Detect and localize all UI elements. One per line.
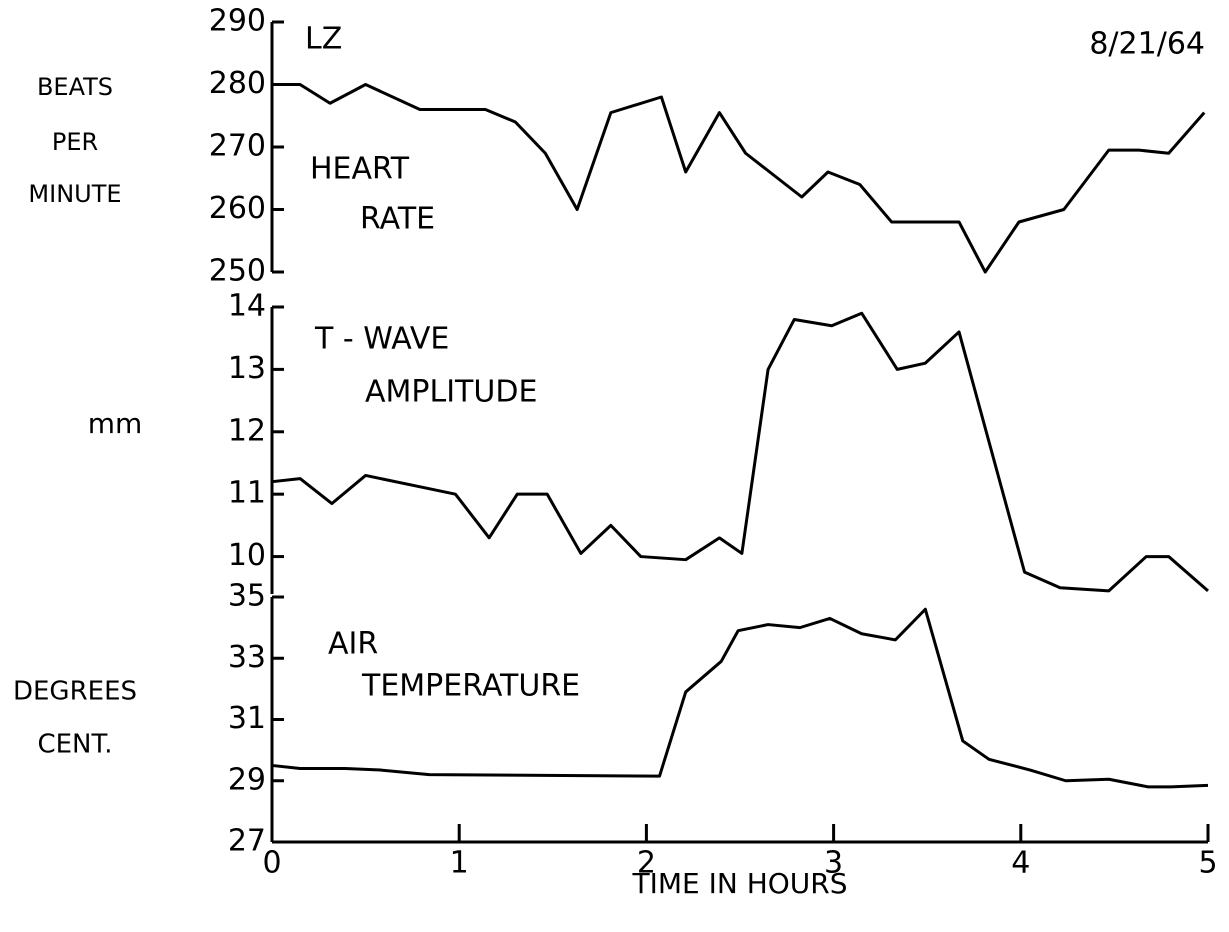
x-tick-label: 2 (637, 846, 656, 881)
annotation: LZ (305, 22, 342, 57)
y-tick-label: 280 (209, 66, 266, 101)
panel-title: AIR (328, 627, 378, 662)
x-tick-label: 1 (450, 846, 469, 881)
panel-title: RATE (360, 202, 435, 237)
x-tick-label: 0 (262, 846, 281, 881)
panel-title: HEART (310, 152, 410, 187)
x-tick-label: 3 (824, 846, 843, 881)
y-tick-label: 270 (209, 129, 266, 164)
data-line (271, 607, 1209, 789)
x-axis-label: TIME IN HOURS (631, 867, 847, 900)
data-line (272, 83, 1206, 274)
y-axis-label: BEATS (37, 73, 113, 101)
panel-title: TEMPERATURE (361, 669, 580, 704)
y-axis-label: DEGREES (13, 677, 137, 707)
y-tick-label: 250 (209, 254, 266, 289)
y-tick-label: 33 (228, 640, 266, 675)
y-tick-label: 14 (228, 289, 266, 324)
y-tick-label: 10 (228, 538, 266, 573)
y-axis-label: CENT. (37, 730, 112, 760)
y-tick-label: 290 (209, 4, 266, 39)
y-axis-label: mm (88, 407, 143, 440)
y-tick-label: 260 (209, 191, 266, 226)
y-tick-label: 31 (228, 701, 266, 736)
y-tick-label: 27 (228, 824, 266, 859)
panel-title: AMPLITUDE (365, 375, 537, 410)
y-tick-label: 11 (228, 476, 266, 511)
y-axis-label: MINUTE (28, 180, 121, 208)
y-tick-label: 12 (228, 413, 266, 448)
x-tick-label: 4 (1011, 846, 1030, 881)
annotation: 8/21/64 (1089, 27, 1205, 62)
y-axis-label: PER (52, 128, 98, 156)
y-tick-label: 29 (228, 762, 266, 797)
data-line (271, 311, 1209, 593)
y-tick-label: 35 (228, 579, 266, 614)
panel-title: T - WAVE (314, 322, 449, 357)
y-tick-label: 13 (228, 351, 266, 386)
x-tick-label: 5 (1198, 846, 1217, 881)
